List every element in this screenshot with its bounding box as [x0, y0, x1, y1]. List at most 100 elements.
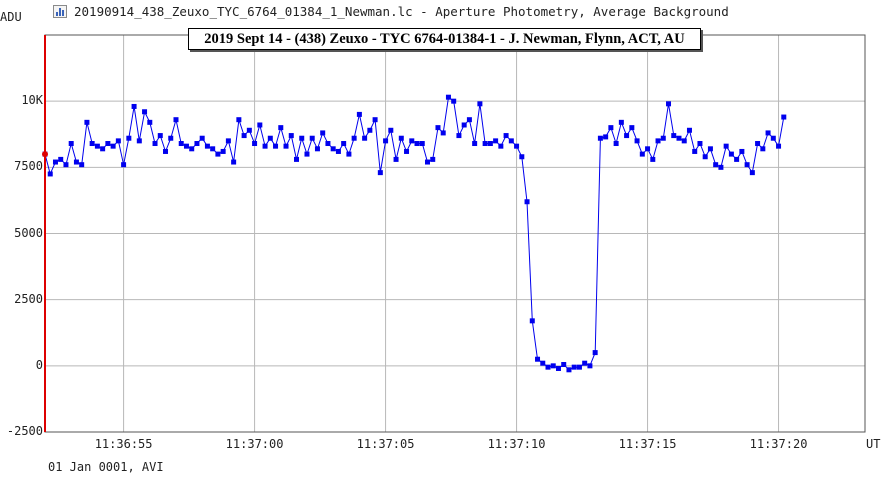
data-point: [236, 117, 242, 123]
data-point: [157, 133, 163, 139]
data-point: [346, 151, 352, 157]
y-tick-label: -2500: [6, 424, 43, 438]
data-point: [325, 141, 331, 147]
data-point: [660, 135, 666, 141]
data-point: [199, 135, 205, 141]
data-point: [89, 141, 95, 147]
data-point: [246, 127, 252, 133]
title-bar: 20190914_438_Zeuxo_TYC_6764_01384_1_Newm…: [0, 0, 889, 24]
data-point: [430, 156, 436, 162]
y-tick-label: 10K: [21, 93, 43, 108]
data-point: [765, 130, 771, 136]
data-point: [603, 134, 609, 140]
y-axis-label: ADU: [0, 10, 22, 24]
data-point: [702, 154, 708, 160]
data-point: [424, 159, 430, 165]
data-point: [163, 148, 169, 154]
data-point: [225, 138, 231, 144]
data-point: [377, 170, 383, 176]
data-point: [79, 162, 85, 168]
y-tick-label: 0: [35, 357, 43, 372]
data-point: [126, 135, 132, 141]
data-point: [404, 148, 410, 154]
data-point: [634, 138, 640, 144]
data-point: [341, 141, 347, 147]
data-point: [267, 135, 273, 141]
data-point: [707, 146, 713, 152]
data-point: [204, 143, 210, 149]
data-point: [587, 363, 593, 369]
data-point: [299, 135, 305, 141]
data-point: [666, 101, 672, 107]
data-point: [545, 364, 551, 370]
data-point: [728, 151, 734, 157]
data-point: [681, 138, 687, 144]
data-point: [273, 143, 279, 149]
window-title: 20190914_438_Zeuxo_TYC_6764_01384_1_Newm…: [74, 4, 729, 19]
data-point: [294, 156, 300, 162]
x-tick-label: 11:37:10: [487, 437, 546, 451]
data-point: [189, 146, 195, 152]
data-point: [493, 138, 499, 144]
data-point: [535, 356, 541, 362]
y-tick-label: 5000: [14, 225, 43, 240]
data-point: [356, 111, 362, 117]
data-point: [47, 171, 53, 177]
data-point: [561, 362, 567, 368]
data-point: [84, 119, 90, 125]
data-point: [582, 360, 588, 366]
data-point: [131, 103, 137, 109]
cursor-marker: [42, 151, 48, 158]
chart-title: 2019 Sept 14 - (438) Zeuxo - TYC 6764-01…: [188, 28, 701, 50]
data-point: [477, 101, 483, 107]
data-point: [58, 156, 64, 162]
chart-icon: [53, 5, 67, 18]
data-point: [472, 141, 478, 147]
data-point: [445, 94, 451, 100]
series-0: [42, 94, 787, 373]
x-tick-label: 11:37:05: [356, 437, 415, 451]
data-point: [713, 162, 719, 168]
data-point: [566, 367, 572, 373]
data-point: [629, 125, 635, 131]
data-point: [257, 122, 263, 128]
y-tick-label: 7500: [14, 159, 43, 174]
data-point: [613, 141, 619, 147]
data-point: [136, 138, 142, 144]
data-point: [440, 130, 446, 136]
data-point: [487, 141, 493, 147]
data-point: [147, 119, 153, 125]
data-point: [383, 138, 389, 144]
data-point: [435, 125, 441, 131]
data-point: [555, 365, 561, 371]
data-point: [152, 141, 158, 147]
data-point: [330, 146, 336, 152]
data-point: [466, 117, 472, 123]
data-point: [110, 143, 116, 149]
data-point: [68, 141, 74, 147]
data-point: [550, 363, 556, 369]
data-point: [618, 119, 624, 125]
data-point: [142, 109, 148, 115]
data-point: [409, 138, 415, 144]
data-point: [210, 146, 216, 152]
data-point: [335, 148, 341, 154]
data-point: [524, 199, 530, 205]
data-point: [734, 156, 740, 162]
data-point: [655, 138, 661, 144]
data-point: [121, 162, 127, 168]
x-tick-label: 11:36:55: [94, 437, 153, 451]
data-point: [367, 127, 373, 133]
data-point: [576, 364, 582, 370]
x-tick-label: 11:37:00: [225, 437, 284, 451]
data-point: [676, 135, 682, 141]
y-tick-label: 2500: [14, 291, 43, 306]
data-point: [755, 141, 761, 147]
data-point: [592, 350, 598, 356]
data-point: [744, 162, 750, 168]
data-point: [168, 135, 174, 141]
data-point: [781, 114, 787, 120]
data-point: [519, 154, 525, 160]
grid: [45, 35, 865, 433]
